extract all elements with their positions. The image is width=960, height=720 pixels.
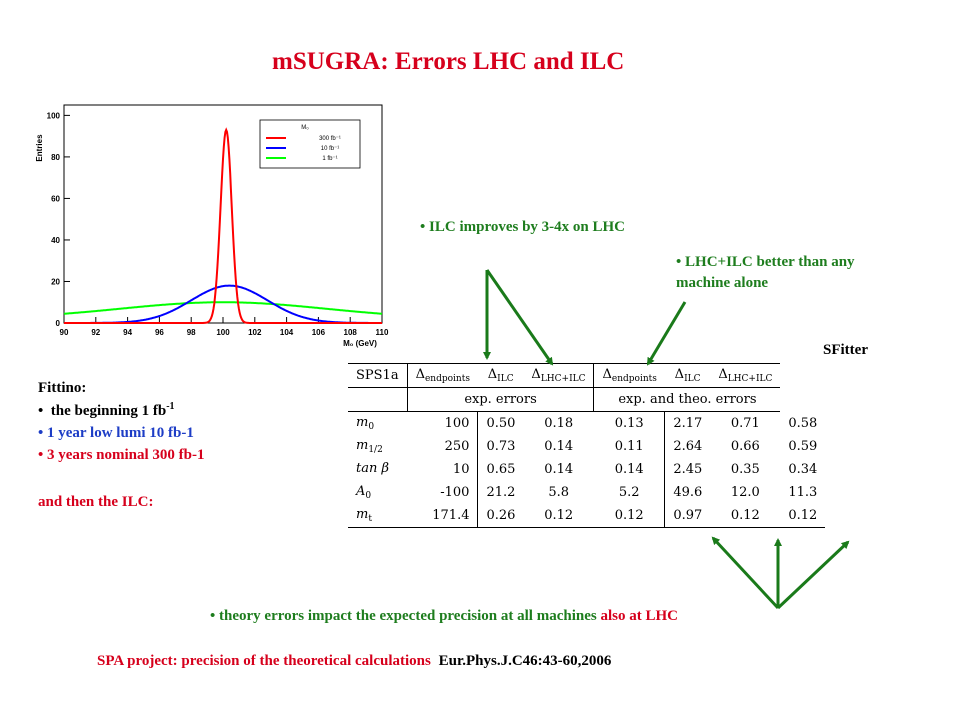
- arrow-theo-3: [776, 540, 850, 610]
- footer-spa: SPA project: precision of the theoretica…: [97, 653, 431, 669]
- x-axis-label: M₀ (GeV): [343, 339, 377, 348]
- arrow-ilc-delta: [485, 269, 554, 366]
- header-sps1a: SPS1a: [348, 363, 408, 388]
- table-row: mt 171.4 0.26 0.12 0.12 0.97 0.12 0.12: [348, 504, 826, 528]
- fittino-item-1: • the beginning 1 fb-1: [38, 401, 175, 419]
- errors-table: SPS1a Δendpoints ΔILC ΔLHC+ILC Δendpoint…: [348, 363, 826, 528]
- y-tick-label: 0: [56, 319, 61, 328]
- histogram-curves: [63, 127, 383, 324]
- legend-label: 300 fb⁻¹: [319, 136, 341, 142]
- x-tick-labels: 90 92 94 96 98 100 102 104 106 108 110: [60, 317, 389, 337]
- table-row: tan β 10 0.65 0.14 0.14 2.45 0.35 0.34: [348, 458, 825, 481]
- legend-label: 10 fb⁻¹: [321, 146, 340, 152]
- note-combined: • LHC+ILC better than any machine alone: [676, 254, 855, 291]
- y-tick-label: 40: [51, 236, 60, 245]
- x-tick-label: 90: [60, 328, 69, 337]
- x-tick-label: 92: [91, 328, 100, 337]
- footer-ref: Eur.Phys.J.C46:43-60,2006: [438, 653, 612, 669]
- arrow-theo-1: [711, 536, 780, 610]
- note-theory: • theory errors impact the expected prec…: [210, 608, 678, 624]
- x-tick-label: 110: [376, 328, 389, 337]
- x-tick-label: 108: [344, 328, 358, 337]
- sfitter-label: SFitter: [823, 342, 868, 358]
- x-tick-label: 96: [155, 328, 164, 337]
- footer: SPA project: precision of the theoretica…: [97, 653, 611, 670]
- group-exp-errors: exp. errors: [407, 387, 595, 412]
- fittino-item-2: • 1 year low lumi 10 fb-1: [38, 425, 194, 441]
- y-tick-label: 80: [51, 153, 60, 162]
- y-tick-label: 100: [47, 111, 61, 120]
- y-tick-labels: 0 20 40 60 80 100: [47, 111, 70, 328]
- legend-box: M₀ 300 fb⁻¹ 10 fb⁻¹ 1 fb⁻¹: [259, 119, 361, 169]
- m0-histogram-plot: Entries M₀ (GeV) 0 20 40 60 80 100 90 92 94 96 98…: [35, 104, 389, 348]
- fittino-heading: Fittino:: [38, 380, 87, 396]
- legend-label: 1 fb⁻¹: [322, 156, 337, 162]
- group-theo-errors: exp. and theo. errors: [593, 387, 781, 412]
- table-row: m0 100 0.50 0.18 0.13 2.17 0.71 0.58: [348, 411, 825, 435]
- x-tick-label: 94: [123, 328, 132, 337]
- x-tick-label: 100: [216, 328, 230, 337]
- y-tick-label: 20: [51, 277, 60, 286]
- arrow-combined: [646, 301, 687, 366]
- y-tick-label: 60: [51, 194, 60, 203]
- curve-300fb: [64, 127, 382, 324]
- legend-title: M₀: [301, 125, 309, 131]
- x-tick-label: 104: [280, 328, 294, 337]
- table-row: A0 -100 21.2 5.8 5.2 49.6 12.0 11.3: [348, 481, 825, 504]
- table-row: m1/2 250 0.73 0.14 0.11 2.64 0.66 0.59: [348, 435, 825, 458]
- curve-1fb: [63, 301, 383, 315]
- fittino-footer: and then the ILC:: [38, 494, 154, 510]
- x-tick-label: 106: [312, 328, 326, 337]
- x-tick-label: 102: [248, 328, 262, 337]
- x-tick-label: 98: [187, 328, 196, 337]
- fittino-block: Fittino: • the beginning 1 fb-1 • 1 year…: [38, 380, 205, 511]
- fittino-item-3: • 3 years nominal 300 fb-1: [38, 447, 205, 463]
- slide-title: mSUGRA: Errors LHC and ILC: [272, 48, 625, 75]
- note-ilc: • ILC improves by 3-4x on LHC: [420, 219, 626, 235]
- y-axis-label: Entries: [35, 134, 44, 162]
